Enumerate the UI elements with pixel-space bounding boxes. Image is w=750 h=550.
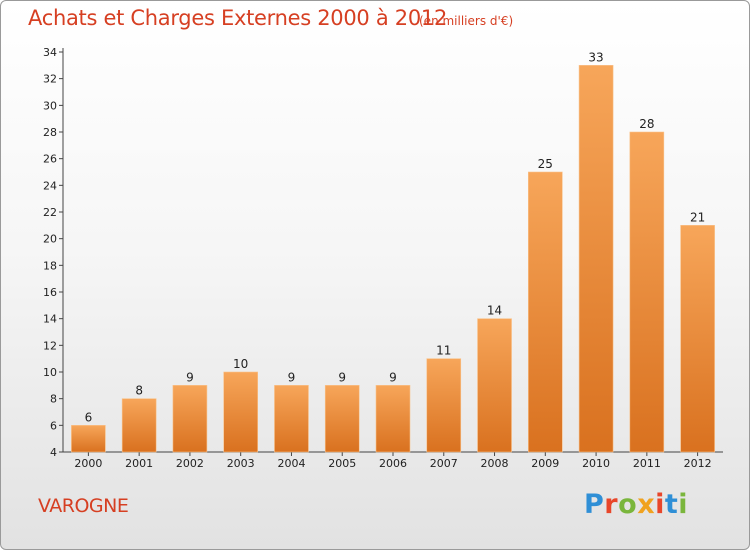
x-tick-label: 2010 xyxy=(582,457,610,470)
data-label-2011: 28 xyxy=(639,117,654,131)
x-tick-label: 2004 xyxy=(277,457,305,470)
x-tick-label: 2002 xyxy=(176,457,204,470)
y-tick-label: 12 xyxy=(43,339,57,352)
data-label-2006: 9 xyxy=(389,370,397,384)
y-tick-label: 30 xyxy=(43,99,57,112)
logo-letter: r xyxy=(604,489,619,520)
y-tick-label: 22 xyxy=(43,206,57,219)
bar-2000 xyxy=(71,425,106,453)
chart-labels: 6 8 9 10 9 9 9 11 14 25 33 28 21 xyxy=(85,50,706,424)
bar-2012 xyxy=(680,225,715,453)
bar-2011 xyxy=(629,131,665,453)
proxiti-logo[interactable]: Proxiti xyxy=(584,489,688,520)
logo-letter: i xyxy=(655,489,665,520)
y-tick-label: 14 xyxy=(43,313,57,326)
x-tick-label: 2005 xyxy=(328,457,356,470)
bar-2006 xyxy=(375,385,411,453)
x-tick-label: 2011 xyxy=(633,457,661,470)
bar-2009 xyxy=(528,171,563,453)
bar-2010 xyxy=(578,65,614,453)
logo-letter: x xyxy=(637,489,656,520)
bar-2002 xyxy=(172,385,208,453)
logo-letter: i xyxy=(678,489,689,520)
data-label-2012: 21 xyxy=(690,210,705,224)
bar-2007 xyxy=(426,358,462,453)
y-tick-label: 24 xyxy=(43,179,57,192)
x-tick-label: 2006 xyxy=(379,457,407,470)
y-tick-label: 6 xyxy=(50,419,57,432)
y-tick-label: 34 xyxy=(43,46,57,59)
bar-2005 xyxy=(324,385,360,453)
data-label-2002: 9 xyxy=(186,370,194,384)
bar-2008 xyxy=(477,318,512,453)
y-tick-label: 16 xyxy=(43,286,57,299)
data-label-2003: 10 xyxy=(233,357,248,371)
data-label-2008: 14 xyxy=(487,304,502,318)
chart-axes: 4 6 8 10 12 14 16 18 20 22 24 26 28 30 32 34 2000 2001 200… xyxy=(43,46,723,470)
x-tick-label: 2009 xyxy=(531,457,559,470)
data-label-2004: 9 xyxy=(288,370,296,384)
data-label-2007: 11 xyxy=(436,344,451,358)
y-tick-label: 18 xyxy=(43,259,57,272)
x-tick-label: 2007 xyxy=(430,457,458,470)
data-label-2001: 8 xyxy=(135,384,143,398)
y-tick-label: 8 xyxy=(50,393,57,406)
chart-title: Achats et Charges Externes 2000 à 2012 xyxy=(28,6,448,30)
x-tick-label: 2008 xyxy=(481,457,509,470)
y-tick-label: 28 xyxy=(43,126,57,139)
y-tick-label: 10 xyxy=(43,366,57,379)
y-tick-label: 20 xyxy=(43,233,57,246)
commune-name: VAROGNE xyxy=(38,495,129,517)
x-tick-label: 2001 xyxy=(125,457,153,470)
data-label-2009: 25 xyxy=(538,157,553,171)
logo-letter: t xyxy=(664,489,679,520)
chart-subtitle: (en milliers d'€) xyxy=(419,14,514,28)
y-tick-label: 26 xyxy=(43,153,57,166)
logo-letter: o xyxy=(618,489,638,520)
data-label-2010: 33 xyxy=(588,50,603,64)
data-label-2005: 9 xyxy=(338,370,346,384)
y-tick-label: 32 xyxy=(43,73,57,86)
bar-2004 xyxy=(274,385,309,453)
y-tick-label: 4 xyxy=(50,446,57,459)
bar-2003 xyxy=(223,371,258,453)
bar-2001 xyxy=(121,398,157,453)
x-tick-label: 2000 xyxy=(74,457,102,470)
chart-bars xyxy=(71,65,715,453)
logo-letter: P xyxy=(584,489,605,520)
x-tick-label: 2012 xyxy=(684,457,712,470)
data-label-2000: 6 xyxy=(85,410,93,424)
x-tick-label: 2003 xyxy=(227,457,255,470)
